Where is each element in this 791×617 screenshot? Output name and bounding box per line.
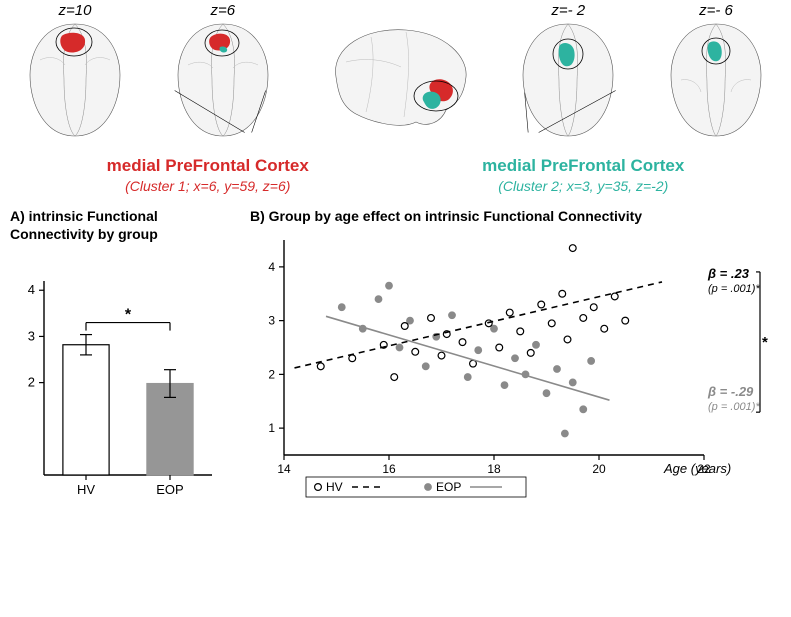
svg-text:14: 14: [277, 462, 291, 476]
svg-text:20: 20: [592, 462, 606, 476]
panel-b: B) Group by age effect on intrinsic Func…: [250, 208, 781, 503]
brain-slice-axial: z=10: [20, 10, 130, 140]
slice-z-label: z=6: [168, 2, 278, 19]
svg-text:(p = .001)*: (p = .001)*: [708, 401, 760, 413]
bottom-panels: A) intrinsic Functional Connectivity by …: [10, 208, 781, 503]
panel-a: A) intrinsic Functional Connectivity by …: [10, 208, 240, 503]
svg-text:3: 3: [28, 328, 35, 343]
svg-text:β = .23: β = .23: [707, 265, 750, 280]
cluster2-label: medial PreFrontal Cortex (Cluster 2; x=3…: [396, 156, 772, 194]
brain-slice-row: z=10 z=6: [10, 10, 781, 150]
brain-slice-sagittal: [316, 22, 476, 132]
brain-slice-axial: z=- 6: [661, 10, 771, 140]
svg-text:4: 4: [28, 282, 35, 297]
slice-z-label: z=- 6: [661, 2, 771, 19]
scatter-chart: 12341416182022Age (years)β = .23(p = .00…: [250, 234, 770, 499]
svg-text:HV: HV: [326, 480, 343, 494]
svg-text:(p = .001)*: (p = .001)*: [708, 282, 760, 294]
svg-text:β = -.29: β = -.29: [707, 384, 754, 399]
svg-text:EOP: EOP: [156, 482, 183, 497]
svg-text:16: 16: [382, 462, 396, 476]
cluster1-sub: (Cluster 1; x=6, y=59, z=6): [20, 178, 396, 194]
svg-text:18: 18: [487, 462, 501, 476]
svg-text:*: *: [125, 307, 132, 324]
svg-text:HV: HV: [77, 482, 95, 497]
brain-slice-axial: z=- 2: [513, 10, 623, 140]
svg-text:2: 2: [268, 367, 275, 381]
svg-text:Age (years): Age (years): [663, 461, 731, 476]
figure: z=10 z=6: [10, 10, 781, 503]
brain-slice-axial: z=6: [168, 10, 278, 140]
svg-text:3: 3: [268, 313, 275, 327]
svg-text:*: *: [762, 334, 768, 351]
cluster1-title: medial PreFrontal Cortex: [20, 156, 396, 176]
cluster2-sub: (Cluster 2; x=3, y=35, z=-2): [396, 178, 772, 194]
panel-a-title: A) intrinsic Functional Connectivity by …: [10, 208, 240, 243]
cluster1-label: medial PreFrontal Cortex (Cluster 1; x=6…: [20, 156, 396, 194]
svg-text:2: 2: [28, 375, 35, 390]
svg-text:EOP: EOP: [436, 480, 461, 494]
svg-text:1: 1: [268, 421, 275, 435]
cluster-labels-row: medial PreFrontal Cortex (Cluster 1; x=6…: [10, 156, 781, 194]
svg-text:4: 4: [268, 259, 275, 273]
bar-chart: 2 3 4 HV EOP *: [10, 273, 220, 503]
slice-z-label: z=10: [20, 2, 130, 19]
slice-z-label: z=- 2: [513, 2, 623, 19]
cluster2-title: medial PreFrontal Cortex: [396, 156, 772, 176]
panel-b-title: B) Group by age effect on intrinsic Func…: [250, 208, 781, 226]
